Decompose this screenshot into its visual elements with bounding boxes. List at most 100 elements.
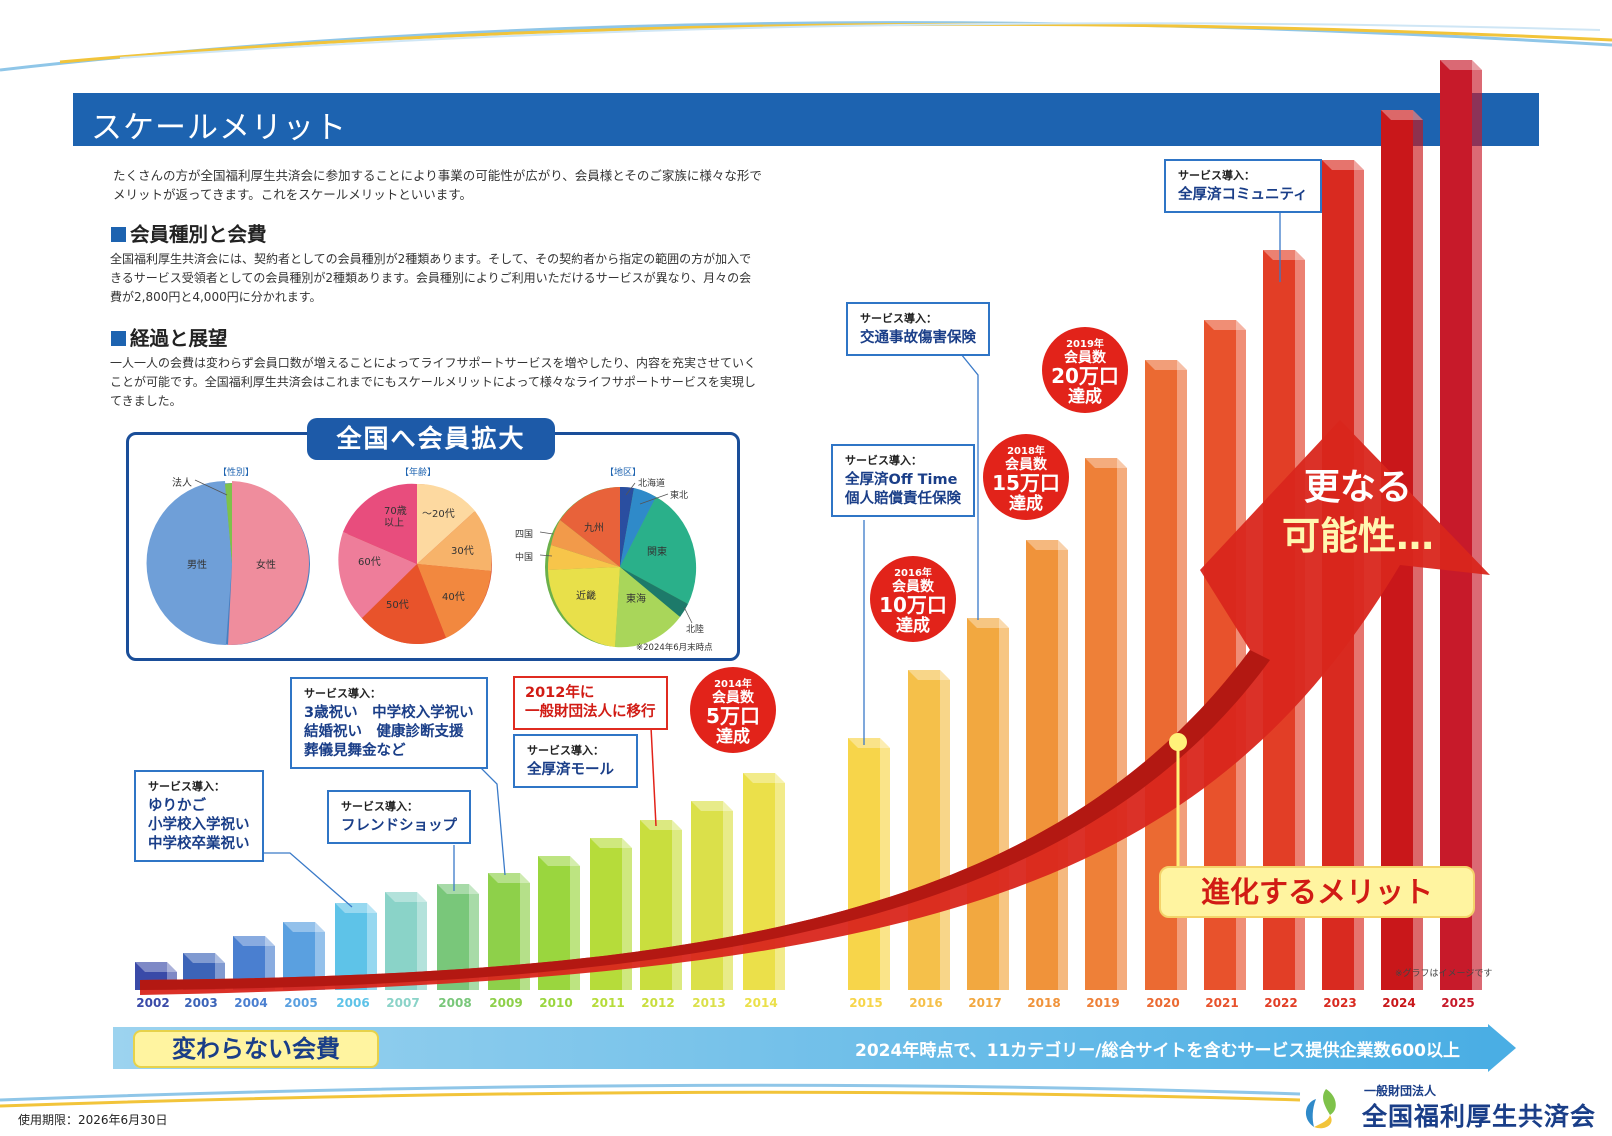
pie-label: 北陸 (686, 625, 705, 635)
pie-label: 40代 (442, 592, 465, 603)
growth-bar (908, 670, 940, 990)
callout-text: 交通事故傷害保険 (860, 330, 976, 346)
badge-value: 15万口 (992, 471, 1060, 495)
growth-bar-side (1058, 540, 1068, 990)
year-label: 2020 (1146, 996, 1180, 1010)
callout-caption: サービス導入： (304, 687, 381, 700)
pie-label: 男性 (187, 560, 207, 571)
milestone-badge-2018: 2018年 会員数 15万口 達成 (983, 434, 1069, 520)
callout-text: 2012年に 一般財団法人に移行 (525, 685, 656, 720)
growth-bar-cap (590, 838, 632, 848)
year-label: 2004 (234, 996, 268, 1010)
year-label: 2025 (1441, 996, 1475, 1010)
pie-label: 東海 (626, 594, 646, 605)
pie-label: 女性 (256, 560, 276, 571)
timeline-arrow-icon (1488, 1024, 1516, 1072)
year-label: 2008 (438, 996, 472, 1010)
org-logo-icon (1305, 1089, 1336, 1129)
growth-bar-cap (908, 670, 950, 680)
pie-label: 北海道 (638, 479, 666, 489)
callout-service-traffic-insurance: サービス導入： 交通事故傷害保険 (846, 302, 990, 356)
pie-slice-kinki (548, 567, 620, 647)
pie-label: 九州 (584, 523, 604, 534)
pie-label: 70歳 以上 (384, 506, 407, 529)
pie-slice-hokkaido (620, 486, 634, 567)
growth-bar-cap (233, 936, 275, 946)
year-label: 2009 (489, 996, 523, 1010)
growth-bar-side (622, 838, 632, 990)
growth-bar-cap (538, 856, 580, 866)
year-label: 2021 (1205, 996, 1239, 1010)
growth-bar-cap (183, 953, 225, 963)
year-label: 2013 (692, 996, 726, 1010)
callout-caption: サービス導入： (341, 800, 418, 813)
year-label: 2017 (968, 996, 1002, 1010)
growth-bar-cap (691, 801, 733, 811)
growth-bar-cap (848, 738, 890, 748)
pie-slice-kanto (620, 497, 697, 604)
badge-year: 2014年 (714, 679, 752, 690)
badge-achieved: 達成 (1009, 494, 1043, 514)
callout-text: 全厚済Off Time 個人賠償責任保険 (845, 472, 961, 507)
growth-bar-side (570, 856, 580, 990)
year-label: 2018 (1027, 996, 1061, 1010)
expiry-date: 使用期限：2026年6月30日 (18, 1113, 168, 1127)
pie-panel-title: 全国へ会員拡大 (307, 418, 555, 460)
growth-bar-cap (135, 962, 177, 972)
growth-bar-cap (1145, 360, 1187, 370)
year-label: 2002 (136, 996, 170, 1010)
growth-bar-cap (1204, 320, 1246, 330)
growth-bar-side (265, 936, 275, 990)
growth-bar-side (1236, 320, 1246, 990)
callout-text: ゆりかご 小学校入学祝い 中学校卒業祝い (148, 798, 250, 852)
page-title: スケールメリット (91, 110, 347, 146)
growth-bar-cap (1085, 458, 1127, 468)
more-text: 更なる (1303, 467, 1412, 508)
growth-bar-cap (1322, 160, 1364, 170)
pie-caption-region: 【地区】 (605, 468, 642, 478)
growth-bar-side (1472, 60, 1482, 990)
growth-bar-side (417, 892, 427, 990)
section-body-membership: 全国福利厚生共済会には、契約者としての会員種別が2種類あります。そして、その契約… (110, 252, 752, 304)
pie-slice-corporate (225, 483, 232, 564)
year-label: 2014 (744, 996, 778, 1010)
callout-service-mall: サービス導入： 全厚済モール (513, 734, 638, 788)
growth-bar (848, 738, 880, 990)
pie-slice-shikoku (551, 520, 620, 567)
growth-bar-cap (967, 618, 1009, 628)
year-label: 2003 (184, 996, 218, 1010)
growth-bar-cap (1026, 540, 1068, 550)
growth-bar-side (367, 903, 377, 990)
pie-slice-20s (417, 483, 475, 564)
footer-swoosh (0, 1083, 1301, 1108)
badge-value: 20万口 (1051, 364, 1119, 388)
section-heading-text: 会員種別と会費 (130, 223, 267, 246)
badge-achieved: 達成 (896, 616, 930, 636)
callout-caption: サービス導入： (1178, 169, 1255, 182)
pie-slice-40s (417, 564, 491, 638)
pie-label: 50代 (386, 600, 409, 611)
age-pie (338, 483, 492, 645)
pie-slice-female (228, 481, 309, 646)
growth-bar-side (315, 922, 325, 990)
pie-label: 近畿 (576, 591, 596, 602)
callout-text: 全厚済モール (527, 762, 614, 778)
callout-caption: サービス導入： (527, 744, 604, 757)
growth-bar (1085, 458, 1117, 990)
pie-slice-hokuriku (620, 567, 688, 617)
growth-bar (743, 773, 775, 990)
growth-bar-cap (1263, 250, 1305, 260)
badge-label: 会員数 (1005, 457, 1047, 473)
pie-slice-60s (338, 532, 417, 618)
pie-slice-70s (343, 483, 417, 564)
growth-bar-side (469, 884, 479, 990)
growth-bar-cap (385, 892, 427, 902)
badge-year: 2019年 (1066, 339, 1104, 350)
pie-label: 四国 (515, 530, 534, 540)
year-label: 2019 (1086, 996, 1120, 1010)
growth-bar-cap (640, 820, 682, 830)
pie-label: 30代 (451, 546, 474, 557)
growth-bar (967, 618, 999, 990)
title-bar: スケールメリット (73, 93, 1539, 146)
section-body-progress: 一人一人の会費は変わらず会員口数が増えることによってライフサポートサービスを増や… (110, 356, 756, 408)
